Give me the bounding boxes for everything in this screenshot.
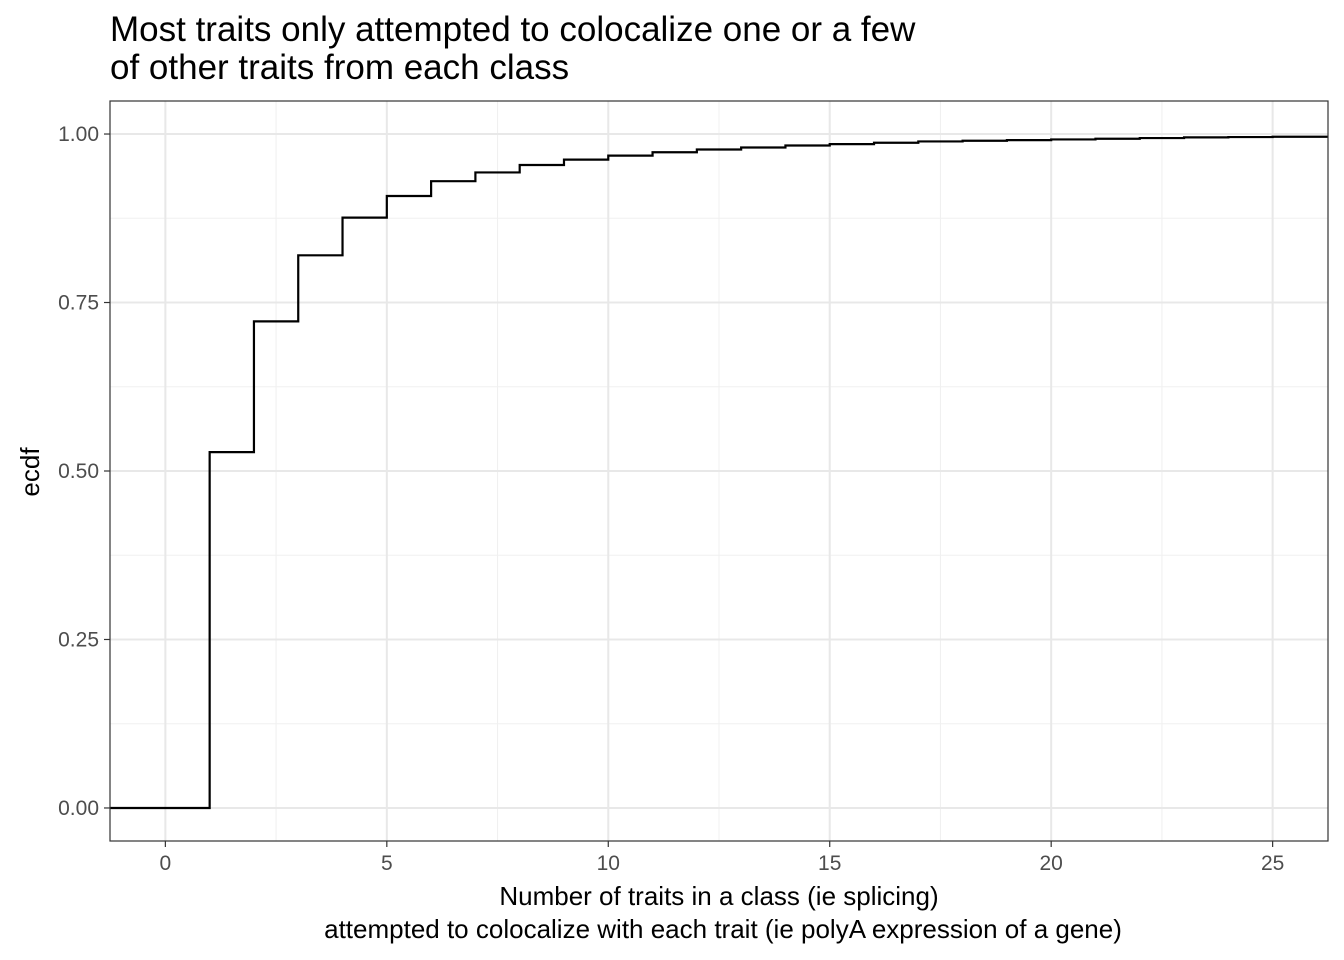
x-axis-title-line-1: Number of traits in a class (ie splicing…: [499, 881, 938, 911]
x-axis-title-line-2: attempted to colocalize with each trait …: [324, 914, 1122, 944]
x-axis-tick-label: 25: [1261, 852, 1284, 875]
chart-title-line-1: Most traits only attempted to colocalize…: [110, 10, 916, 49]
x-axis-tick-label: 15: [818, 852, 841, 875]
y-axis-tick-label: 1.00: [58, 123, 99, 146]
x-axis-tick-label: 20: [1040, 852, 1063, 875]
y-axis-tick-label: 0.25: [58, 628, 99, 651]
plot-area: 0 5 10 15 20 25 0.00 0.25 0.50 0.75 1.00: [58, 100, 1329, 875]
ecdf-step-line: [110, 135, 1328, 810]
chart-title-line-2: of other traits from each class: [110, 48, 569, 87]
x-axis-tick-label: 10: [597, 852, 620, 875]
y-axis-title: ecdf: [15, 447, 45, 497]
x-axis-tick-label: 0: [160, 852, 172, 875]
y-axis-tick-label: 0.50: [58, 460, 99, 483]
y-axis-tick-label: 0.75: [58, 292, 99, 315]
x-axis-tick-label: 5: [381, 852, 393, 875]
y-axis-tick-label: 0.00: [58, 797, 99, 820]
